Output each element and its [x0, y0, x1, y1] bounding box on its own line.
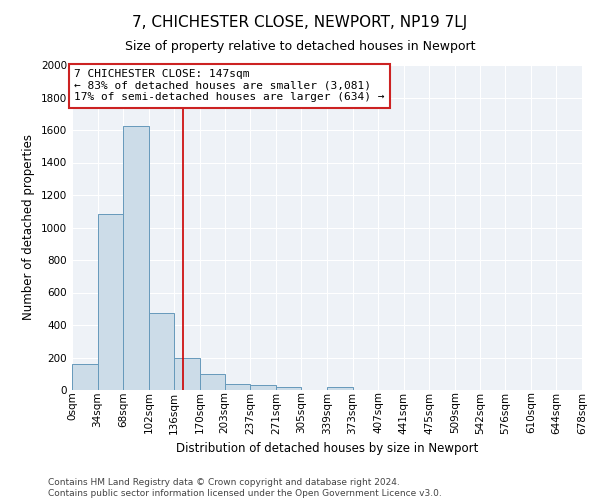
Bar: [224, 384, 250, 390]
Bar: [123, 126, 149, 390]
Bar: [327, 387, 353, 390]
Bar: [250, 386, 276, 390]
Bar: [72, 364, 98, 390]
Bar: [175, 358, 200, 390]
Text: 7 CHICHESTER CLOSE: 147sqm
← 83% of detached houses are smaller (3,081)
17% of s: 7 CHICHESTER CLOSE: 147sqm ← 83% of deta…: [74, 69, 385, 102]
Bar: [200, 374, 224, 390]
Bar: [276, 387, 301, 390]
Text: Contains HM Land Registry data © Crown copyright and database right 2024.
Contai: Contains HM Land Registry data © Crown c…: [48, 478, 442, 498]
Bar: [98, 214, 123, 390]
Text: Size of property relative to detached houses in Newport: Size of property relative to detached ho…: [125, 40, 475, 53]
Y-axis label: Number of detached properties: Number of detached properties: [22, 134, 35, 320]
Bar: [149, 313, 175, 390]
X-axis label: Distribution of detached houses by size in Newport: Distribution of detached houses by size …: [176, 442, 478, 455]
Text: 7, CHICHESTER CLOSE, NEWPORT, NP19 7LJ: 7, CHICHESTER CLOSE, NEWPORT, NP19 7LJ: [133, 15, 467, 30]
